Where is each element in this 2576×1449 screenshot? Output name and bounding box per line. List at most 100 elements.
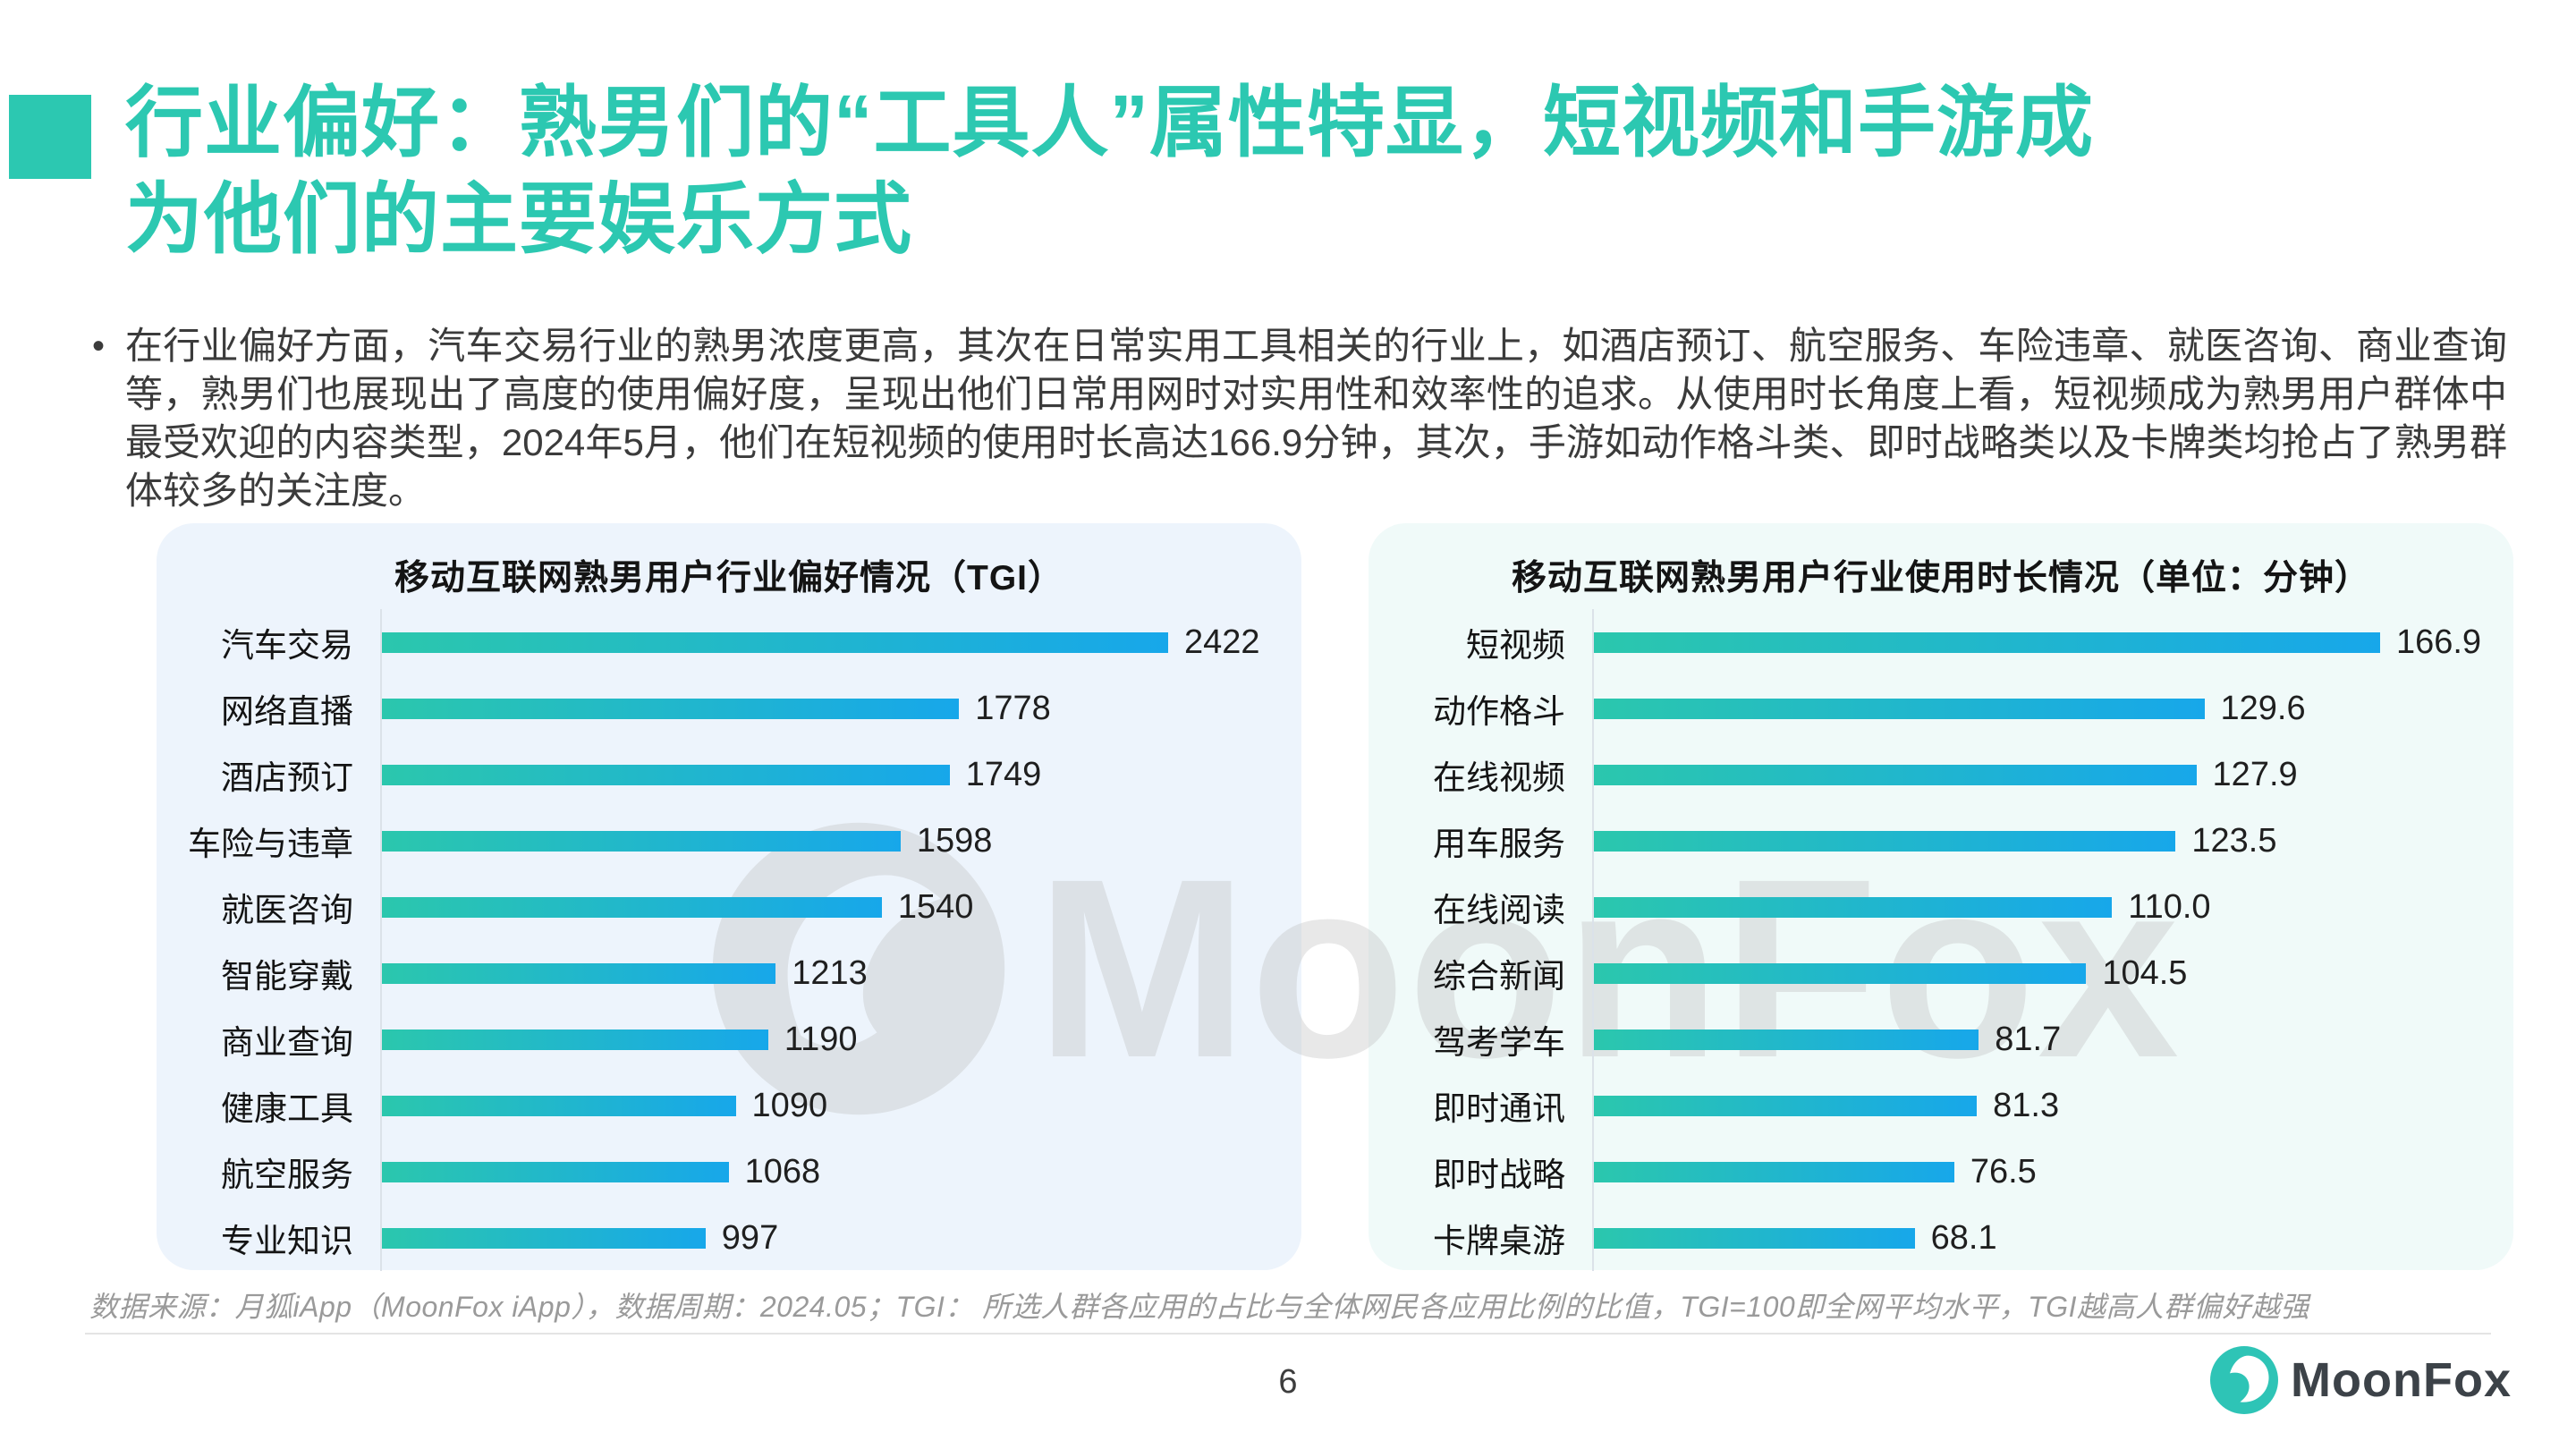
value-label: 127.9 <box>2212 755 2298 793</box>
bar-track: 68.1 <box>1592 1205 2513 1271</box>
chart-row: 商业查询 1190 <box>157 1006 1301 1072</box>
bar <box>1594 1161 1954 1182</box>
bar <box>382 830 901 852</box>
chart-row: 智能穿戴 1213 <box>157 940 1301 1006</box>
moonfox-logo-text: MoonFox <box>2291 1353 2512 1407</box>
chart-row: 专业知识 997 <box>157 1205 1301 1271</box>
bar-track: 1213 <box>380 940 1301 1006</box>
category-label: 网络直播 <box>221 693 353 730</box>
moonfox-logo-icon <box>2210 1346 2279 1414</box>
chart-row: 酒店预订 1749 <box>157 741 1301 808</box>
value-label: 110.0 <box>2128 887 2211 926</box>
value-label: 76.5 <box>1970 1152 2037 1191</box>
bar <box>382 962 776 984</box>
bar-track: 129.6 <box>1592 675 2513 741</box>
value-label: 104.5 <box>2102 953 2188 992</box>
category-label: 航空服务 <box>221 1157 353 1193</box>
title-line-2: 为他们的主要娱乐方式 <box>125 176 912 263</box>
value-label: 1068 <box>744 1152 821 1191</box>
value-label: 1540 <box>897 887 974 926</box>
bar <box>1594 962 2087 984</box>
bar-track: 123.5 <box>1592 808 2513 874</box>
bar-track: 1598 <box>380 808 1301 874</box>
chart-row: 动作格斗 129.6 <box>1368 675 2513 741</box>
category-label: 就医咨询 <box>221 892 353 928</box>
bar-track: 166.9 <box>1592 609 2513 675</box>
bar <box>1594 1095 1978 1116</box>
category-label: 商业查询 <box>221 1024 353 1061</box>
title-accent-square <box>9 95 91 179</box>
bar-track: 104.5 <box>1592 940 2513 1006</box>
summary-paragraph: • 在行业偏好方面，汽车交易行业的熟男浓度更高，其次在日常实用工具相关的行业上，… <box>92 322 2507 515</box>
bar-track: 1778 <box>380 675 1301 741</box>
category-label: 酒店预订 <box>221 759 353 796</box>
bar-track: 81.3 <box>1592 1072 2513 1139</box>
bar <box>382 1227 706 1249</box>
chart-row: 在线视频 127.9 <box>1368 741 2513 808</box>
bar-track: 1749 <box>380 741 1301 808</box>
page-title: 行业偏好：熟男们的“工具人”属性特显，短视频和手游成 为他们的主要娱乐方式 <box>125 75 2379 268</box>
chart-title-tgi: 移动互联网熟男用户行业偏好情况（TGI） <box>394 559 1063 597</box>
bar <box>1594 830 2176 852</box>
category-label: 在线阅读 <box>1433 892 1565 928</box>
bar <box>1594 631 2380 653</box>
category-label: 卡牌桌游 <box>1433 1223 1565 1259</box>
bar-track: 76.5 <box>1592 1139 2513 1205</box>
chart-panel-usage-duration: 移动互联网熟男用户行业使用时长情况（单位：分钟） 短视频 166.9 动作格斗 129… <box>1368 523 2513 1271</box>
category-label: 动作格斗 <box>1433 693 1565 730</box>
bar-track: 127.9 <box>1592 741 2513 808</box>
chart-row: 汽车交易 2422 <box>157 609 1301 675</box>
category-label: 即时战略 <box>1433 1157 1565 1193</box>
chart-row: 驾考学车 81.7 <box>1368 1006 2513 1072</box>
bar <box>1594 1029 1979 1050</box>
category-label: 健康工具 <box>221 1090 353 1127</box>
bar <box>382 1161 729 1182</box>
chart-rows-tgi: 汽车交易 2422 网络直播 1778 酒店预订 1749 车险与违章 1598 就医咨询 154… <box>157 609 1301 1271</box>
category-label: 用车服务 <box>1433 826 1565 862</box>
chart-row: 健康工具 1090 <box>157 1072 1301 1139</box>
chart-row: 在线阅读 110.0 <box>1368 874 2513 940</box>
bar <box>1594 764 2197 785</box>
value-label: 81.3 <box>1993 1086 2060 1124</box>
bar <box>382 764 950 785</box>
bar <box>382 896 882 918</box>
bar <box>1594 698 2205 719</box>
title-line-1: 行业偏好：熟男们的“工具人”属性特显，短视频和手游成 <box>125 80 2094 166</box>
chart-title-duration: 移动互联网熟男用户行业使用时长情况（单位：分钟） <box>1511 559 2370 597</box>
bar-track: 2422 <box>380 609 1301 675</box>
chart-row: 网络直播 1778 <box>157 675 1301 741</box>
chart-panel-industry-tgi: 移动互联网熟男用户行业偏好情况（TGI） 汽车交易 2422 网络直播 1778 酒店预… <box>157 523 1301 1271</box>
bullet-marker: • <box>92 326 106 366</box>
bar-track: 81.7 <box>1592 1006 2513 1072</box>
bar <box>1594 896 2113 918</box>
chart-row: 短视频 166.9 <box>1368 609 2513 675</box>
bar-track: 1190 <box>380 1006 1301 1072</box>
value-label: 81.7 <box>1995 1020 2062 1058</box>
value-label: 1778 <box>975 689 1051 727</box>
chart-row: 即时战略 76.5 <box>1368 1139 2513 1205</box>
category-label: 综合新闻 <box>1433 958 1565 995</box>
category-label: 在线视频 <box>1433 759 1565 796</box>
bar <box>382 1029 768 1050</box>
chart-row: 综合新闻 104.5 <box>1368 940 2513 1006</box>
chart-row: 就医咨询 1540 <box>157 874 1301 940</box>
category-label: 汽车交易 <box>221 627 353 664</box>
bar-track: 110.0 <box>1592 874 2513 940</box>
moonfox-logo: MoonFox <box>2210 1346 2512 1414</box>
bar-track: 997 <box>380 1205 1301 1271</box>
value-label: 166.9 <box>2395 623 2482 661</box>
bar <box>382 631 1168 653</box>
category-label: 驾考学车 <box>1433 1024 1565 1061</box>
page-number: 6 <box>1278 1363 1298 1401</box>
value-label: 1090 <box>751 1086 828 1124</box>
chart-row: 卡牌桌游 68.1 <box>1368 1205 2513 1271</box>
bar <box>382 1095 736 1116</box>
bar <box>1594 1227 1915 1249</box>
category-label: 智能穿戴 <box>221 958 353 995</box>
value-label: 1213 <box>792 953 868 992</box>
bar-track: 1540 <box>380 874 1301 940</box>
bar-track: 1090 <box>380 1072 1301 1139</box>
value-label: 129.6 <box>2220 689 2306 727</box>
bar-track: 1068 <box>380 1139 1301 1205</box>
